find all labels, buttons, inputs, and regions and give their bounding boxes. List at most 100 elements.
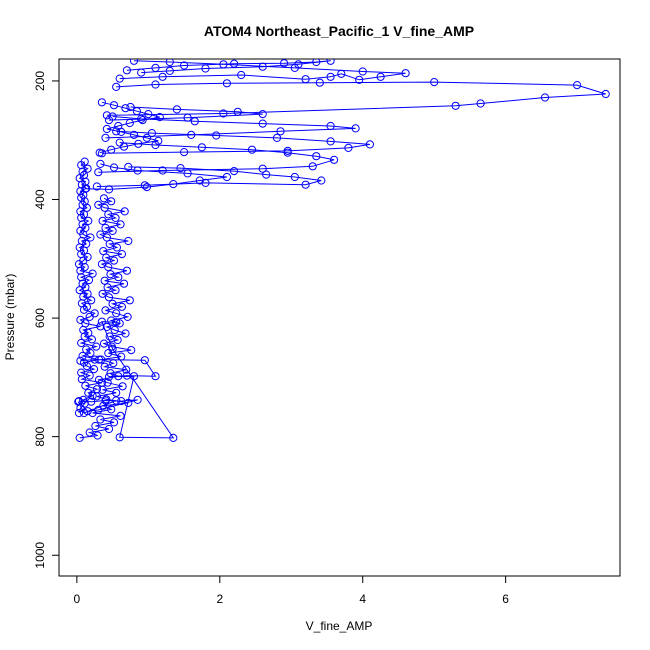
data-point	[99, 194, 109, 203]
data-point	[110, 325, 119, 335]
data-point	[112, 309, 121, 318]
data-point	[125, 118, 134, 128]
data-point	[80, 157, 89, 166]
data-point	[365, 140, 374, 149]
data-point	[89, 365, 99, 374]
data-point	[114, 273, 123, 282]
data-point	[330, 155, 339, 164]
data-point	[129, 372, 139, 381]
data-point	[99, 339, 109, 348]
data-point	[84, 276, 94, 285]
data-point	[262, 170, 271, 179]
series-line-3	[85, 163, 227, 190]
data-point	[115, 433, 124, 442]
data-point	[134, 139, 143, 148]
data-point	[430, 78, 439, 87]
data-point	[115, 74, 124, 83]
data-point	[86, 233, 95, 242]
data-point	[326, 121, 335, 131]
data-point	[258, 164, 267, 173]
data-point	[107, 316, 116, 325]
data-point	[222, 79, 231, 88]
data-point	[101, 396, 110, 405]
data-point	[272, 133, 282, 142]
data-point	[107, 145, 116, 154]
data-point	[197, 143, 206, 152]
data-point	[294, 60, 303, 69]
data-point	[93, 431, 102, 440]
y-tick-label: 1000	[33, 542, 47, 569]
data-point	[540, 93, 550, 102]
data-point	[112, 243, 122, 252]
data-point	[312, 152, 321, 161]
data-point	[119, 279, 129, 288]
data-point	[79, 395, 88, 404]
series-line-7	[105, 116, 356, 139]
data-point	[247, 145, 257, 154]
data-point	[122, 266, 132, 275]
data-point	[104, 424, 114, 434]
data-point	[201, 178, 210, 187]
data-point	[105, 332, 114, 341]
data-point	[77, 375, 87, 384]
data-point	[187, 130, 196, 139]
data-point	[84, 216, 93, 225]
data-point	[79, 171, 89, 180]
series-line-5	[98, 142, 335, 173]
data-point	[222, 172, 231, 182]
data-point	[122, 365, 131, 374]
data-point	[290, 172, 299, 182]
data-point	[180, 148, 189, 157]
data-point	[115, 319, 124, 328]
data-point	[401, 69, 410, 78]
data-point	[212, 131, 221, 140]
series-line-11	[126, 60, 331, 74]
data-point	[74, 397, 83, 406]
data-point	[117, 127, 126, 136]
data-point	[101, 133, 110, 142]
data-point	[337, 69, 346, 78]
data-point	[101, 223, 110, 233]
data-point	[85, 371, 94, 380]
data-point	[326, 72, 335, 81]
data-point	[326, 59, 335, 65]
y-axis-label: Pressure (mbar)	[3, 274, 17, 361]
data-point	[104, 372, 114, 381]
data-point	[117, 250, 127, 259]
x-tick-label: 4	[359, 592, 366, 606]
data-point	[180, 61, 189, 70]
data-point	[103, 283, 112, 292]
data-point	[158, 72, 167, 81]
data-point	[125, 296, 134, 305]
data-point	[326, 137, 335, 146]
data-point	[118, 382, 127, 391]
data-point	[99, 401, 108, 410]
data-point	[119, 142, 129, 151]
data-point	[102, 322, 112, 332]
data-point	[98, 216, 107, 225]
data-point	[601, 89, 610, 99]
data-point	[75, 174, 84, 183]
data-point	[116, 220, 125, 229]
data-point	[81, 184, 90, 193]
data-point	[108, 344, 117, 353]
data-point	[88, 391, 97, 400]
data-point	[312, 59, 321, 67]
data-point	[95, 148, 104, 157]
data-point	[315, 78, 324, 87]
data-point	[97, 260, 107, 269]
data-point	[237, 70, 246, 80]
data-point	[90, 309, 99, 318]
data-point	[79, 292, 88, 301]
y-tick-label: 600	[33, 308, 47, 328]
data-point	[96, 415, 105, 424]
data-point	[219, 109, 228, 118]
data-point	[129, 59, 139, 65]
data-point	[233, 107, 242, 116]
data-point	[165, 66, 174, 76]
data-point	[133, 395, 142, 404]
data-point	[82, 239, 91, 249]
data-point	[76, 315, 85, 324]
data-point	[102, 111, 112, 120]
data-point	[85, 428, 94, 437]
